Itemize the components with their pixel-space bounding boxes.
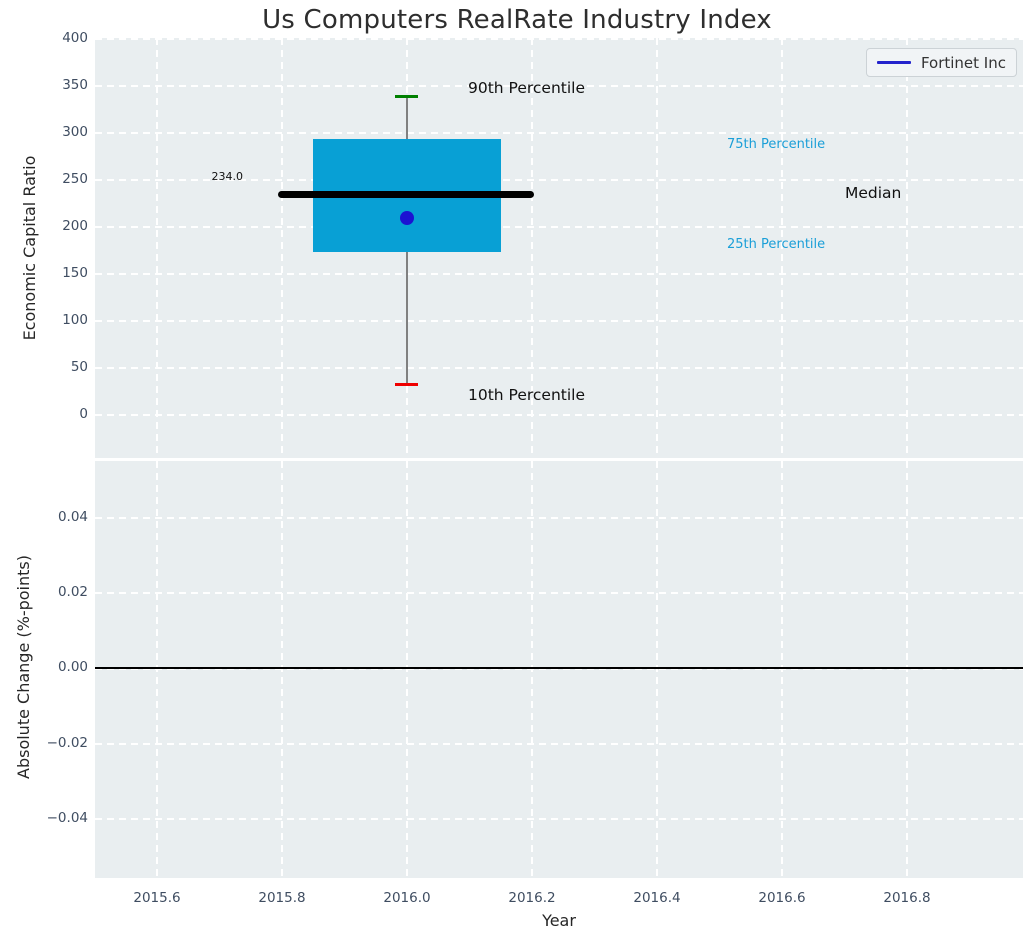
xtick: 2015.8 [258, 890, 306, 906]
gridline [95, 414, 1023, 416]
annotation-median-value: 234.0 [211, 170, 244, 183]
annotation-median: Median [845, 184, 902, 202]
median-line [278, 191, 534, 198]
annotation-10th-percentile: 10th Percentile [468, 386, 586, 404]
gridline [95, 592, 1023, 594]
ytick-bottom: 0.04 [57, 509, 88, 525]
gridline [95, 273, 1023, 275]
ytick-bottom: 0.00 [57, 659, 88, 675]
legend-label: Fortinet Inc [920, 53, 1006, 72]
gridline [95, 226, 1023, 228]
gridline [95, 367, 1023, 369]
gridline [95, 517, 1023, 519]
gridline [906, 461, 908, 878]
gridline [95, 668, 1023, 670]
ytick-top: 100 [62, 312, 88, 328]
ytick-top: 150 [62, 265, 88, 281]
xtick: 2016.6 [758, 890, 806, 906]
xtick: 2016.0 [383, 890, 431, 906]
cap-10th-percentile [395, 383, 418, 386]
chart-title: Us Computers RealRate Industry Index [262, 5, 772, 35]
gridline [406, 461, 408, 878]
ytick-top: 50 [70, 359, 88, 375]
xtick: 2015.6 [133, 890, 181, 906]
xtick: 2016.2 [508, 890, 556, 906]
cap-90th-percentile [395, 95, 418, 98]
ytick-bottom: −0.04 [46, 810, 88, 826]
ylabel-absolute-change: Absolute Change (%-points) [14, 555, 33, 779]
annotation-90th-percentile: 90th Percentile [468, 79, 586, 97]
ytick-bottom: −0.02 [46, 735, 88, 751]
annotation-25th-percentile: 25th Percentile [727, 237, 826, 252]
ytick-top: 250 [62, 171, 88, 187]
ytick-top: 350 [62, 77, 88, 93]
gridline [156, 461, 158, 878]
ytick-bottom: 0.02 [57, 584, 88, 600]
ytick-top: 400 [62, 30, 88, 46]
legend-line-swatch [876, 61, 911, 64]
gridline [95, 38, 1023, 40]
xtick: 2016.8 [883, 890, 931, 906]
legend: Fortinet Inc [865, 48, 1017, 77]
zero-reference-line [95, 667, 1023, 669]
gridline [95, 818, 1023, 820]
gridline [531, 38, 533, 458]
axes-economic-capital-ratio: 90th Percentile 75th Percentile Median 2… [95, 38, 1023, 458]
gridline [531, 461, 533, 878]
gridline [156, 38, 158, 458]
axes-absolute-change [95, 461, 1023, 878]
annotation-75th-percentile: 75th Percentile [727, 137, 826, 152]
ytick-top: 200 [62, 218, 88, 234]
gridline [95, 85, 1023, 87]
gridline [95, 320, 1023, 322]
gridline [95, 179, 1023, 181]
gridline [656, 461, 658, 878]
xlabel-year: Year [542, 911, 576, 930]
xtick: 2016.4 [633, 890, 681, 906]
gridline [95, 132, 1023, 134]
gridline [781, 38, 783, 458]
gridline [781, 461, 783, 878]
gridline [906, 38, 908, 458]
ytick-top: 300 [62, 124, 88, 140]
gridline [656, 38, 658, 458]
ylabel-economic-capital-ratio: Economic Capital Ratio [20, 155, 39, 341]
fortinet-data-point [400, 211, 414, 225]
gridline [281, 461, 283, 878]
gridline [281, 38, 283, 458]
gridline [95, 743, 1023, 745]
ytick-top: 0 [79, 406, 88, 422]
